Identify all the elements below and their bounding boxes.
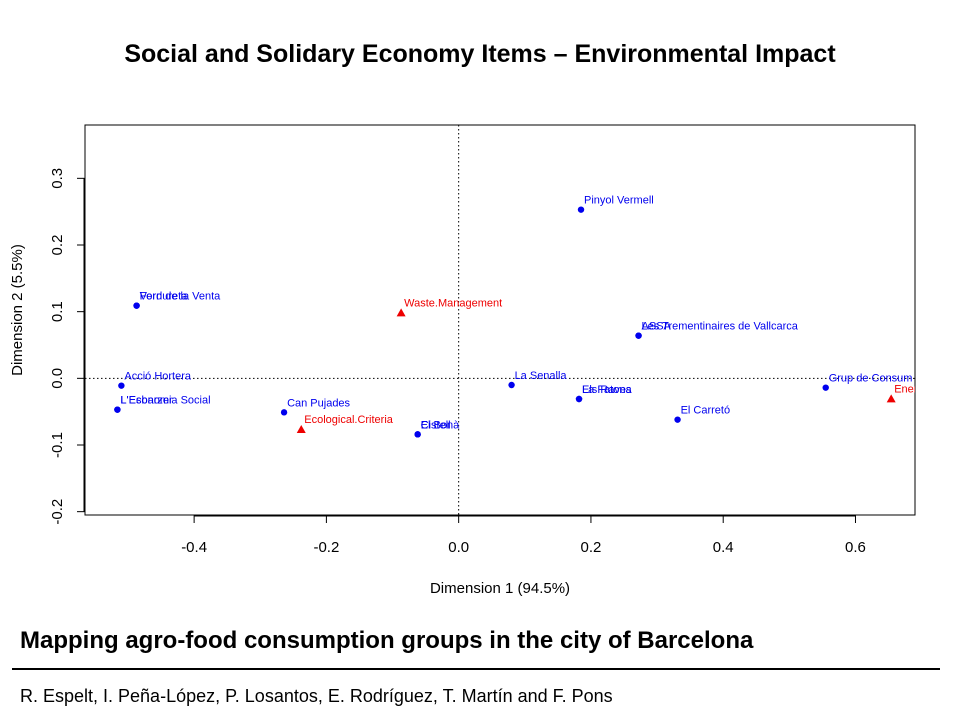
group-label: El Bonà — [421, 419, 460, 431]
group-label: Grup de Consum de Bi — [829, 373, 941, 385]
group-point — [577, 206, 585, 213]
group-point — [133, 302, 140, 309]
presentation-subtitle: Mapping agro-food consumption groups in … — [20, 627, 754, 654]
group-label: La Senalla — [515, 370, 568, 382]
y-tick-label: 0.1 — [49, 301, 66, 322]
criteria-label: Waste.Management — [404, 297, 502, 309]
criteria-point — [886, 394, 896, 403]
criteria-label: Ecological.Criteria — [304, 414, 394, 426]
y-tick-label: 0.0 — [49, 368, 66, 389]
group-label: El Carretó — [681, 405, 731, 417]
group-label: L'Economia Social — [120, 395, 210, 407]
x-tick-label: 0.2 — [581, 539, 602, 556]
y-tick-label: -0.1 — [49, 432, 66, 458]
group-label: L'Esbarzer — [120, 395, 173, 407]
group-point — [822, 384, 829, 391]
group-point — [118, 382, 125, 389]
group-label: La Fatona — [582, 384, 632, 396]
group-label: Forn de la Venta — [140, 291, 222, 303]
x-tick-label: -0.4 — [181, 539, 207, 556]
group-label: Acció Hortera — [124, 371, 192, 383]
group-point — [674, 416, 681, 423]
group-label: Cistell — [421, 419, 451, 431]
group-label: Verdureta — [140, 291, 189, 303]
group-label: Els Raves — [582, 384, 632, 396]
group-point — [508, 381, 515, 389]
x-tick-label: -0.2 — [313, 539, 339, 556]
y-axis-title: Dimension 2 (5.5%) — [9, 244, 26, 376]
group-point — [280, 409, 288, 416]
authors-line: R. Espelt, I. Peña-López, P. Losantos, E… — [20, 686, 613, 706]
plot-frame — [84, 124, 916, 516]
criteria-label: Energy.Effici — [894, 383, 955, 395]
x-tick-label: 0.6 — [845, 539, 866, 556]
y-tick-label: -0.2 — [49, 499, 66, 525]
group-label: Can Pujades — [287, 397, 350, 409]
criteria-point — [396, 308, 406, 317]
x-tick-label: 0.0 — [448, 539, 469, 556]
group-point — [414, 431, 421, 438]
scatter-chart: -0.4 -0.2 0.0 0.2 0.4 0.6 -0.2 -0.1 0.0 0.1 0.2 0.… — [9, 124, 955, 597]
x-axis: -0.4 -0.2 0.0 0.2 0.4 0.6 — [181, 515, 866, 556]
group-label: Les Trementinaires de Vallcarca — [642, 321, 799, 333]
group-point — [635, 332, 642, 339]
x-axis-title: Dimension 1 (94.5%) — [430, 580, 570, 597]
y-axis: -0.2 -0.1 0.0 0.1 0.2 0.3 — [49, 168, 85, 525]
group-label: ASSA — [642, 321, 672, 333]
y-tick-label: 0.3 — [49, 168, 66, 189]
group-label: Pinyol Vermell — [584, 195, 654, 207]
reference-lines — [85, 125, 915, 515]
divider — [12, 668, 940, 670]
page-title: Social and Solidary Economy Items – Envi… — [124, 40, 836, 68]
group-point — [575, 395, 583, 403]
x-tick-label: 0.4 — [713, 539, 734, 556]
y-tick-label: 0.2 — [49, 235, 66, 256]
criteria-point — [296, 425, 306, 433]
group-point — [114, 406, 121, 413]
